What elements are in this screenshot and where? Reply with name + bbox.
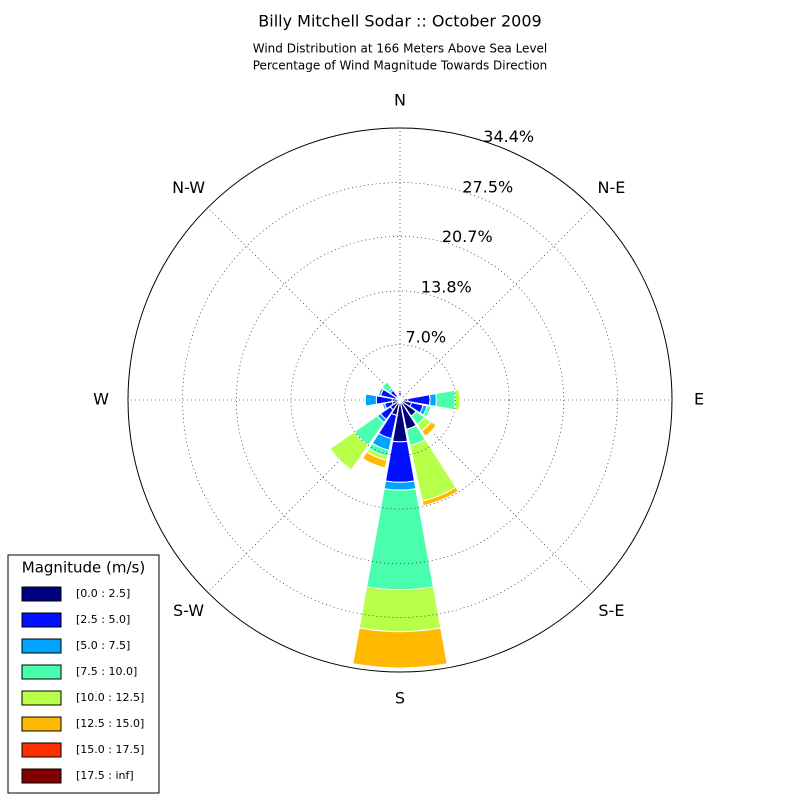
- spoke: [399, 399, 593, 593]
- legend-swatch: [21, 586, 62, 602]
- direction-label: N: [394, 91, 406, 110]
- wind-bar: [362, 458, 386, 469]
- wind-bar: [428, 393, 437, 407]
- wind-bar: [364, 393, 378, 407]
- direction-label: N-E: [597, 178, 625, 197]
- legend-swatch: [21, 716, 62, 732]
- legend-swatch: [21, 612, 62, 628]
- direction-label: S-E: [598, 601, 624, 620]
- legend-label: [5.0 : 7.5]: [76, 639, 130, 652]
- legend-label: [10.0 : 12.5]: [76, 691, 144, 704]
- direction-label: N-W: [172, 178, 205, 197]
- legend-label: [12.5 : 15.0]: [76, 717, 144, 730]
- chart-subtitle: Percentage of Wind Magnitude Towards Dir…: [253, 59, 547, 73]
- chart-title: Billy Mitchell Sodar :: October 2009: [258, 12, 541, 31]
- spoke: [207, 399, 401, 593]
- grid-ring: [236, 236, 564, 564]
- legend-swatch: [21, 742, 62, 758]
- r-tick-label: 27.5%: [462, 178, 513, 197]
- direction-label: S: [395, 689, 405, 708]
- wind-bar: [381, 381, 388, 388]
- r-tick-label: 13.8%: [421, 278, 472, 297]
- direction-label: E: [694, 390, 704, 409]
- wind-bar: [383, 480, 417, 491]
- r-tick-label: 7.0%: [405, 327, 446, 346]
- wind-bar: [426, 406, 432, 418]
- wind-bar: [352, 627, 448, 669]
- legend-label: [17.5 : inf]: [76, 769, 134, 782]
- r-tick-label: 34.4%: [483, 127, 534, 146]
- wind-bar: [402, 397, 405, 400]
- legend-label: [0.0 : 2.5]: [76, 587, 130, 600]
- legend-swatch: [21, 664, 62, 680]
- chart-subtitle: Wind Distribution at 166 Meters Above Se…: [253, 42, 548, 56]
- wind-bar: [435, 389, 456, 411]
- wind-bar: [458, 389, 461, 411]
- legend-swatch: [21, 638, 62, 654]
- wind-bar: [358, 586, 442, 633]
- wind-bar: [364, 393, 367, 407]
- direction-label: W: [93, 390, 109, 409]
- legend-title: Magnitude (m/s): [22, 559, 145, 577]
- spoke: [399, 207, 593, 401]
- grid-ring: [182, 182, 618, 618]
- wind-bar: [329, 448, 352, 471]
- wind-bar: [377, 387, 382, 396]
- legend-label: [15.0 : 17.5]: [76, 743, 144, 756]
- legend-label: [7.5 : 10.0]: [76, 665, 137, 678]
- grid-ring: [290, 290, 510, 510]
- outer-ring: [127, 127, 673, 673]
- spoke: [207, 207, 401, 401]
- legend-swatch: [21, 768, 62, 784]
- grid-ring: [344, 344, 456, 456]
- r-tick-label: 20.7%: [442, 227, 493, 246]
- wind-bar: [401, 396, 404, 399]
- legend-swatch: [21, 690, 62, 706]
- direction-label: S-W: [173, 601, 204, 620]
- legend-label: [2.5 : 5.0]: [76, 613, 130, 626]
